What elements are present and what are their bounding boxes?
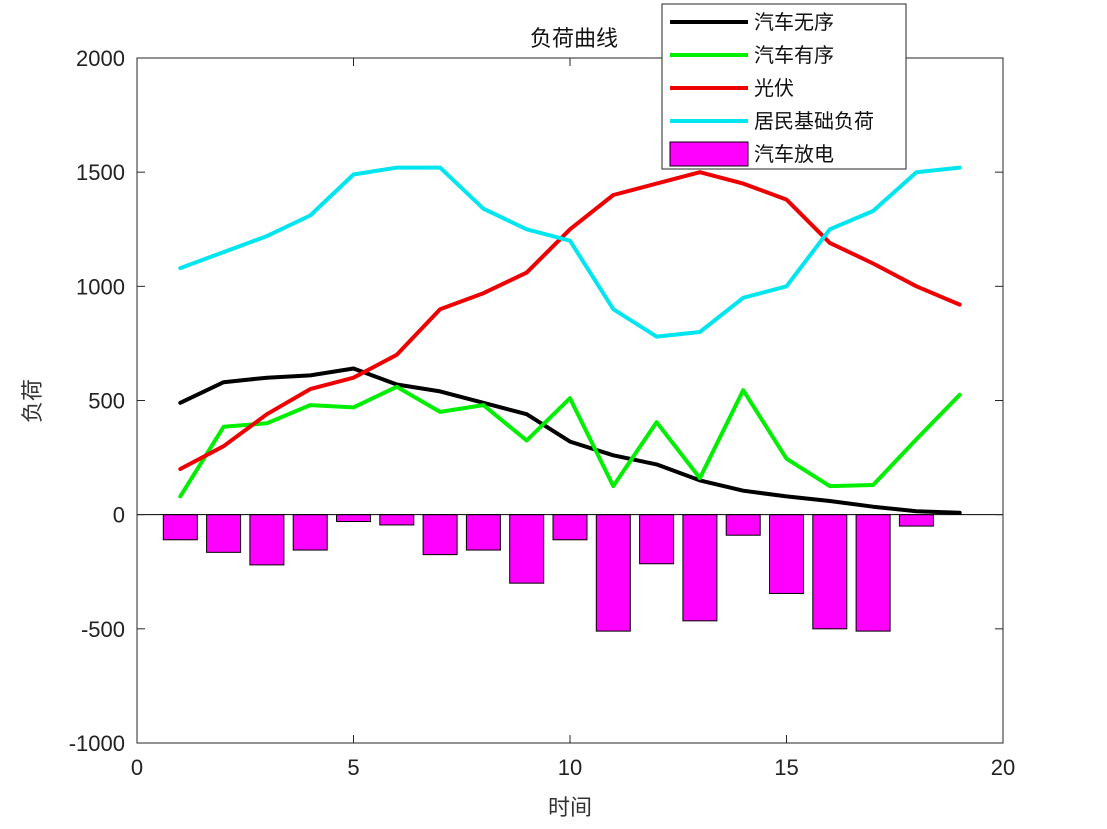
discharge-bar-7 — [422, 514, 458, 556]
y-axis-label: 负荷 — [21, 379, 46, 423]
x-tick-label: 20 — [991, 755, 1015, 780]
legend-label: 汽车无序 — [754, 10, 834, 34]
y-tick-label: 1500 — [76, 160, 125, 185]
legend-label: 汽车有序 — [754, 43, 834, 67]
discharge-bar-6 — [379, 514, 415, 526]
chart-title: 负荷曲线 — [530, 27, 618, 52]
legend-label: 居民基础负荷 — [754, 109, 874, 133]
x-tick-label: 10 — [558, 755, 582, 780]
discharge-bar-14 — [725, 514, 761, 536]
discharge-bar-18 — [898, 514, 934, 527]
discharge-bar-5 — [336, 514, 371, 523]
series-line-4 — [178, 165, 962, 339]
y-tick-label: 1000 — [76, 274, 125, 299]
discharge-bar-13 — [682, 514, 718, 622]
bars-layer — [162, 514, 934, 632]
discharge-bar-17 — [855, 514, 891, 632]
series-line-3 — [178, 170, 962, 471]
discharge-bar-11 — [595, 514, 631, 632]
series-line-2 — [178, 384, 962, 499]
lines-layer — [178, 165, 962, 515]
discharge-bar-3 — [249, 514, 285, 566]
x-axis-label: 时间 — [548, 796, 592, 821]
discharge-bar-9 — [509, 514, 545, 584]
axes-layer: 0 5 10 15 20 -1000 -500 0 500 1000 1500 2000 — [69, 46, 1016, 780]
x-tick-label: 0 — [131, 755, 143, 780]
x-tick-label: 15 — [774, 755, 798, 780]
y-tick-label: 500 — [88, 389, 125, 414]
y-tick-label: 0 — [113, 503, 125, 528]
discharge-bar-15 — [769, 514, 804, 594]
x-tick-label: 5 — [347, 755, 359, 780]
discharge-bar-12 — [639, 514, 675, 565]
discharge-bar-8 — [465, 514, 501, 551]
y-tick-label: -1000 — [69, 731, 125, 756]
legend-label: 光伏 — [754, 76, 794, 100]
discharge-bar-10 — [552, 514, 588, 541]
discharge-bar-2 — [206, 514, 242, 553]
legend-swatch — [669, 141, 749, 167]
y-tick-label: 2000 — [76, 46, 125, 71]
discharge-bar-4 — [292, 514, 328, 551]
series-line-1 — [178, 366, 962, 515]
discharge-bar-1 — [162, 514, 198, 541]
discharge-bar-16 — [812, 514, 848, 630]
y-tick-label: -500 — [81, 617, 125, 642]
legend-label: 汽车放电 — [754, 142, 834, 166]
